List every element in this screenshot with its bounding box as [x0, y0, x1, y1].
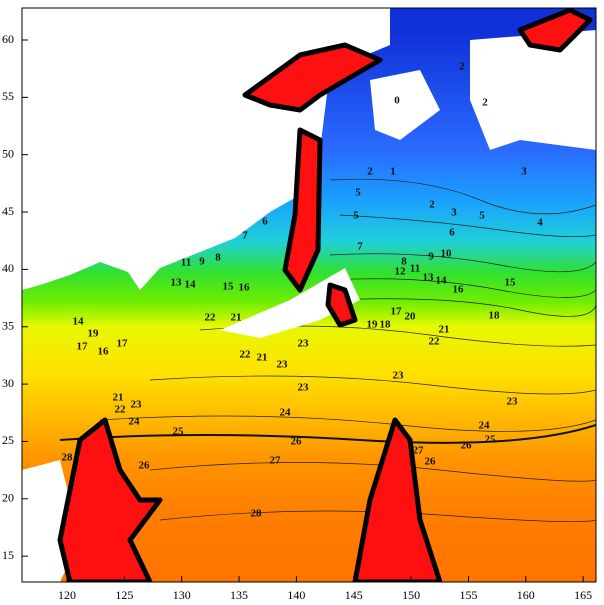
y-tick-label: 30	[2, 376, 14, 390]
contour-label: 11	[181, 257, 191, 269]
contour-label: 26	[425, 456, 437, 468]
y-tick-label: 25	[2, 433, 14, 447]
contour-label: 0	[394, 95, 400, 107]
contour-label: 14	[185, 279, 197, 291]
contour-label: 15	[505, 277, 517, 289]
contour-label: 28	[251, 508, 263, 520]
contour-label: 28	[62, 452, 74, 464]
contour-label: 14	[73, 316, 85, 328]
y-tick-label: 55	[2, 89, 14, 103]
contour-label: 22	[240, 349, 252, 361]
contour-label: 21	[439, 324, 450, 336]
contour-label: 22	[205, 312, 217, 324]
contour-label: 13	[171, 277, 183, 289]
y-tick-label: 60	[2, 32, 14, 46]
frame	[21, 7, 597, 583]
contour-label: 6	[262, 216, 268, 228]
contour-label: 24	[129, 416, 141, 428]
contour-label: 5	[355, 187, 361, 199]
contour-label: 12	[395, 266, 407, 278]
contour-label: 22	[115, 404, 127, 416]
contour-label: 8	[215, 252, 221, 264]
y-tick-label: 50	[2, 146, 14, 160]
y-tick-label: 20	[2, 491, 14, 505]
contour-label: 4	[537, 217, 543, 229]
contour-label: 14	[436, 275, 448, 287]
contour-label: 15	[223, 281, 235, 293]
contour-label: 25	[485, 434, 497, 446]
x-tick-label: 145	[345, 588, 363, 602]
contour-label: 17	[391, 306, 403, 318]
contour-label: 26	[291, 436, 303, 448]
contour-label: 21	[257, 352, 268, 364]
contour-label: 7	[357, 241, 363, 253]
contour-label: 26	[461, 440, 473, 452]
y-tick-label: 40	[2, 261, 14, 275]
contour-label: 10	[441, 248, 453, 260]
contour-label: 16	[98, 346, 110, 358]
contour-label: 23	[393, 370, 405, 382]
contour-label: 2	[429, 199, 435, 211]
contour-label: 16	[239, 282, 251, 294]
contour-label: 23	[507, 396, 519, 408]
red-land	[57, 8, 593, 582]
contour-label: 23	[298, 382, 310, 394]
x-tick-label: 155	[459, 588, 477, 602]
contour-label: 21	[113, 392, 124, 404]
contour-label: 8	[401, 256, 407, 268]
contour-label: 17	[117, 338, 129, 350]
contour-label: 20	[405, 311, 417, 323]
contour-label: 3	[451, 207, 457, 219]
y-tick-label: 45	[2, 204, 14, 218]
contour-label: 24	[280, 407, 292, 419]
contour-label: 18	[489, 310, 501, 322]
x-tick-label: 160	[517, 588, 535, 602]
contour-label: 5	[353, 210, 359, 222]
contour-label: 9	[199, 256, 205, 268]
contour-label: 18	[380, 319, 392, 331]
contour-label: 23	[131, 399, 143, 411]
x-tick-label: 135	[230, 588, 248, 602]
contour-label: 13	[423, 272, 435, 284]
contour-label: 11	[410, 263, 420, 275]
contour-label: 27	[270, 455, 282, 467]
x-tick-label: 150	[402, 588, 420, 602]
contour-label: 7	[242, 230, 248, 242]
contour-label: 16	[453, 284, 465, 296]
contour-label: 21	[231, 312, 242, 324]
contour-label: 26	[139, 460, 151, 472]
contour-label: 3	[521, 166, 527, 178]
map-area	[22, 8, 596, 582]
y-tick-label: 15	[2, 548, 14, 562]
contour-label: 1	[390, 166, 396, 178]
x-tick-label: 125	[115, 588, 133, 602]
contour-label: 6	[449, 227, 455, 239]
contour-label: 24	[479, 420, 491, 432]
contour-label: 23	[298, 338, 310, 350]
contour-label: 9	[428, 251, 434, 263]
contour-label: 2	[482, 97, 488, 109]
contour-label: 2	[367, 166, 373, 178]
contour-label: 23	[277, 359, 289, 371]
x-tick-label: 165	[574, 588, 592, 602]
contour-label: 25	[173, 426, 185, 438]
contour-label: 19	[88, 328, 100, 340]
contour-label: 17	[77, 341, 89, 353]
x-tick-label: 120	[58, 588, 76, 602]
x-tick-label: 130	[173, 588, 191, 602]
contour-label: 2	[459, 61, 465, 73]
contour-label: 19	[367, 319, 379, 331]
contour-label: 22	[429, 336, 441, 348]
isotherms	[59, 178, 596, 523]
y-tick-label: 35	[2, 319, 14, 333]
contour-label: 27	[413, 445, 425, 457]
contour-label: 5	[479, 210, 485, 222]
x-tick-label: 140	[287, 588, 305, 602]
